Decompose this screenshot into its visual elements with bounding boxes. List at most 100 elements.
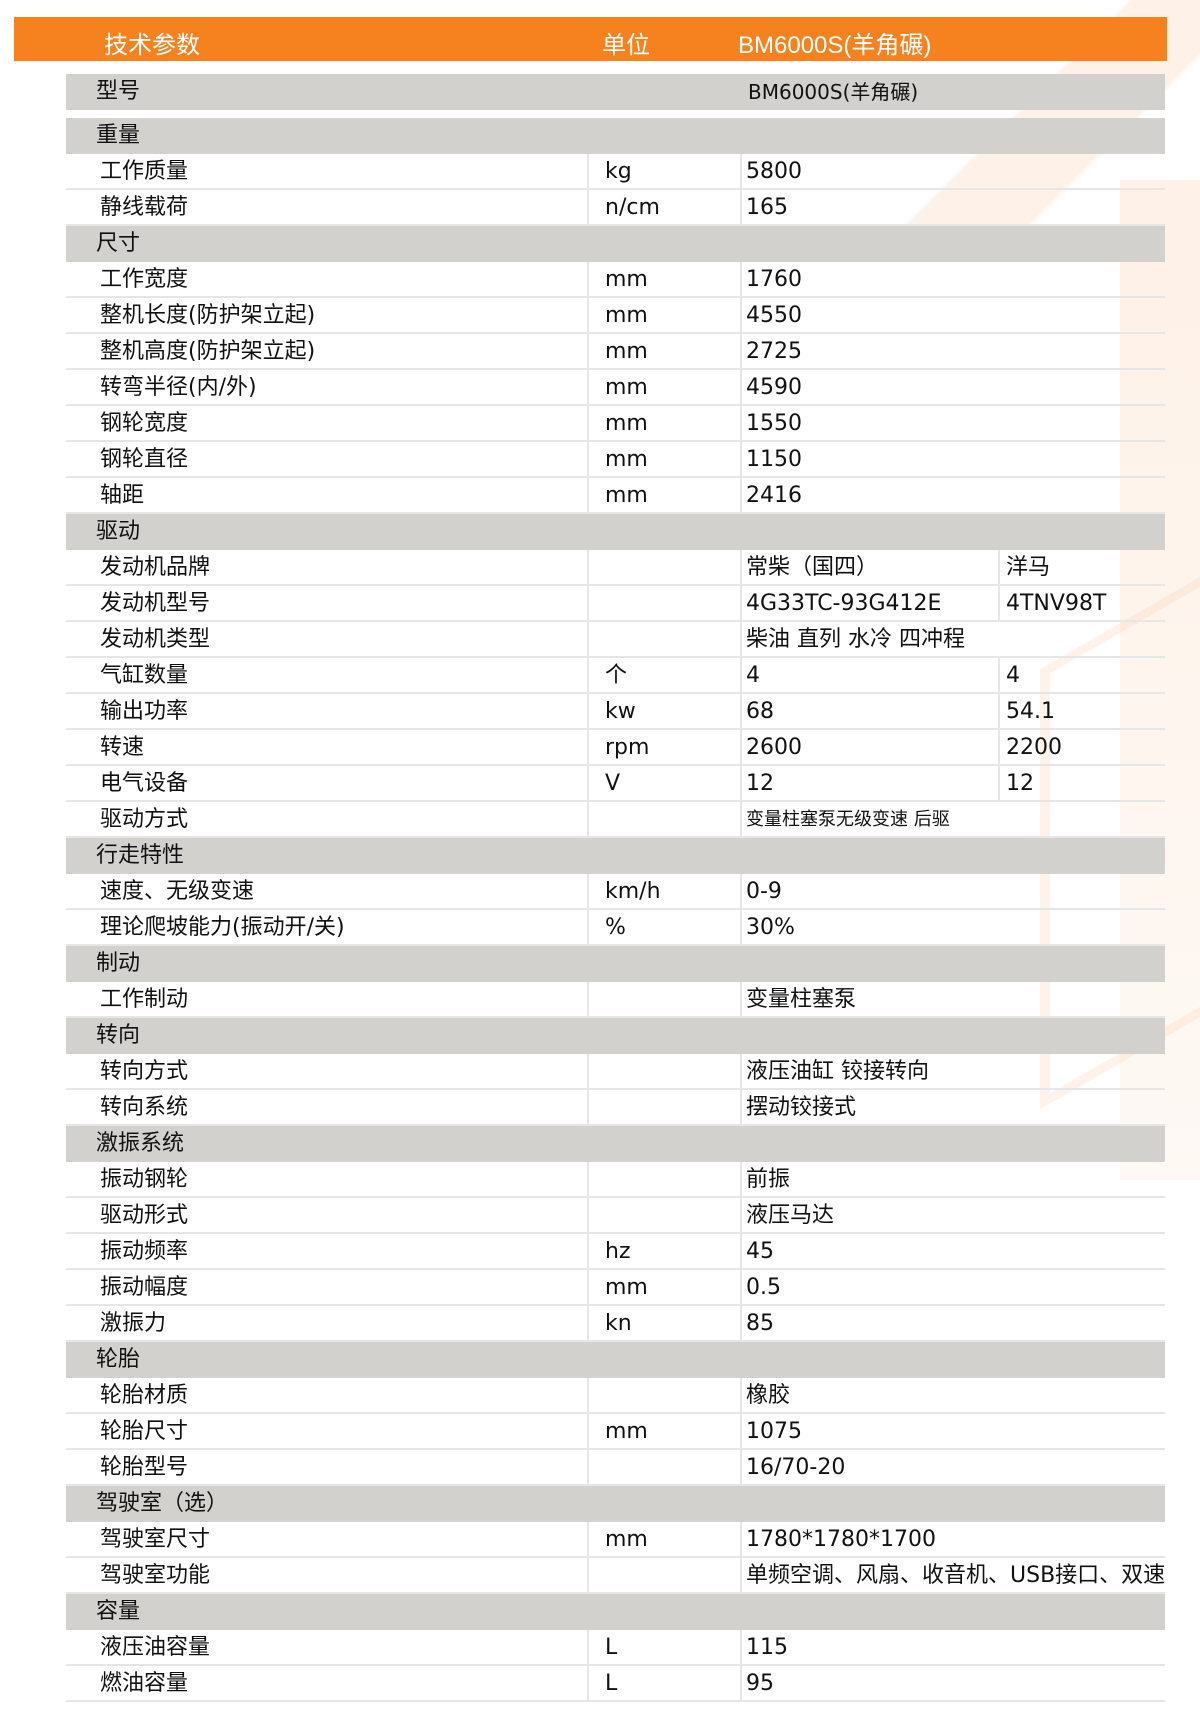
table-row: 转向系统 摆动铰接式 — [66, 1090, 1165, 1126]
param-unit: mm — [587, 298, 740, 332]
param-name: 转向系统 — [100, 1095, 189, 1120]
table-row: 理论爬坡能力(振动开/关)% 30% — [66, 910, 1165, 946]
table-header-bar: 技术参数 单位 BM6000S(羊角碾) — [14, 17, 1167, 61]
section-header: 容量 — [66, 1594, 1165, 1630]
param-unit — [587, 622, 740, 656]
param-name: 燃油容量 — [100, 1671, 189, 1696]
param-name: 振动幅度 — [100, 1275, 189, 1300]
header-param: 技术参数 — [104, 31, 200, 59]
section-header: 激振系统 — [66, 1126, 1165, 1162]
param-name: 发动机型号 — [100, 591, 211, 616]
param-unit — [587, 586, 740, 620]
param-name: 电气设备 — [100, 771, 189, 796]
param-unit: L — [587, 1666, 740, 1700]
table-row: 速度、无级变速 km/h 0-9 — [66, 874, 1165, 910]
param-name: 工作质量 — [100, 159, 189, 184]
table-row: 工作质量 kg 5800 — [66, 154, 1165, 190]
param-unit: mm — [587, 478, 740, 512]
section-title: 容量 — [96, 1599, 141, 1624]
table-row: 驱动方式 变量柱塞泵无级变速 后驱 — [66, 802, 1165, 838]
section-header: 行走特性 — [66, 838, 1165, 874]
param-value-alt: 4 — [998, 658, 1165, 692]
table-row: 转速 rpm 2600 2200 — [66, 730, 1165, 766]
param-unit: mm — [587, 1414, 740, 1448]
param-unit — [587, 1450, 740, 1484]
param-value: 4550 — [740, 298, 802, 332]
param-unit: % — [587, 910, 740, 944]
table-row: 轴距 mm 2416 — [66, 478, 1165, 514]
param-unit: kg — [587, 154, 740, 188]
param-unit: kw — [587, 694, 740, 728]
param-unit: mm — [587, 262, 740, 296]
param-name: 驱动方式 — [100, 807, 189, 832]
param-unit: mm — [587, 1270, 740, 1304]
section-title: 尺寸 — [96, 231, 141, 256]
param-value: 115 — [740, 1630, 788, 1664]
section-header: 尺寸 — [66, 226, 1165, 262]
model-row: 型号 BM6000S(羊角碾) — [66, 74, 1165, 110]
param-name: 发动机品牌 — [100, 555, 211, 580]
param-name: 发动机类型 — [100, 627, 211, 652]
section-header: 轮胎 — [66, 1342, 1165, 1378]
table-row: 轮胎型号 16/70-20 — [66, 1450, 1165, 1486]
table-row: 发动机类型 柴油 直列 水冷 四冲程 — [66, 622, 1165, 658]
param-unit: V — [587, 766, 740, 800]
table-row: 钢轮宽度 mm 1550 — [66, 406, 1165, 442]
param-value: 1075 — [740, 1414, 802, 1448]
section-title: 行走特性 — [96, 843, 185, 868]
table-row: 轮胎尺寸 mm 1075 — [66, 1414, 1165, 1450]
model-value: BM6000S(羊角碾) — [748, 80, 919, 104]
table-row: 燃油容量 L 95 — [66, 1666, 1165, 1702]
param-unit: rpm — [587, 730, 740, 764]
param-unit — [587, 982, 740, 1016]
param-value-alt: 12 — [998, 766, 1165, 800]
param-name: 工作制动 — [100, 987, 189, 1012]
param-value: 柴油 直列 水冷 四冲程 — [740, 622, 965, 656]
param-value: 1150 — [740, 442, 802, 476]
param-name: 轴距 — [100, 483, 145, 508]
param-name: 转向方式 — [100, 1059, 189, 1084]
table-row: 驾驶室尺寸 mm 1780*1780*1700 — [66, 1522, 1165, 1558]
param-name: 轮胎型号 — [100, 1455, 189, 1480]
param-value: 1780*1780*1700 — [740, 1522, 936, 1556]
param-value: 4590 — [740, 370, 802, 404]
param-value: 1550 — [740, 406, 802, 440]
section-header: 转向 — [66, 1018, 1165, 1054]
table-row: 驾驶室功能 单频空调、风扇、收音机、USB接口、双速 — [66, 1558, 1165, 1594]
param-value: 变量柱塞泵无级变速 后驱 — [740, 802, 950, 836]
section-header: 驱动 — [66, 514, 1165, 550]
table-row: 驱动形式 液压马达 — [66, 1198, 1165, 1234]
section-title: 驱动 — [96, 519, 141, 544]
param-value: 摆动铰接式 — [740, 1090, 856, 1124]
param-unit: 个 — [587, 658, 740, 692]
table-row: 气缸数量个 4 4 — [66, 658, 1165, 694]
section-title: 激振系统 — [96, 1131, 185, 1156]
spec-table: 型号 BM6000S(羊角碾) 重量 工作质量 kg 5800 静线载荷 n/cm 165 尺… — [66, 74, 1165, 1702]
param-name: 钢轮直径 — [100, 447, 189, 472]
section-header: 驾驶室（选） — [66, 1486, 1165, 1522]
param-name: 钢轮宽度 — [100, 411, 189, 436]
table-row: 振动幅度 mm 0.5 — [66, 1270, 1165, 1306]
table-row: 钢轮直径 mm 1150 — [66, 442, 1165, 478]
section-title: 转向 — [96, 1023, 141, 1048]
param-unit — [587, 1090, 740, 1124]
header-unit: 单位 — [602, 31, 650, 59]
table-row: 发动机品牌 常柴（国四） 洋马 — [66, 550, 1165, 586]
param-value: 4 — [740, 658, 998, 692]
param-unit: kn — [587, 1306, 740, 1340]
param-value-alt: 洋马 — [998, 550, 1165, 584]
param-unit: mm — [587, 1522, 740, 1556]
section-header: 重量 — [66, 118, 1165, 154]
param-value: 95 — [740, 1666, 774, 1700]
table-row: 发动机型号 4G33TC-93G412E 4TNV98T — [66, 586, 1165, 622]
param-value-alt — [998, 802, 1165, 836]
param-name: 整机高度(防护架立起) — [100, 339, 316, 364]
param-unit: km/h — [587, 874, 740, 908]
param-value-alt: 54.1 — [998, 694, 1165, 728]
table-row: 整机高度(防护架立起) mm 2725 — [66, 334, 1165, 370]
param-value: 0-9 — [740, 874, 782, 908]
param-value: 68 — [740, 694, 998, 728]
param-value: 45 — [740, 1234, 774, 1268]
param-name: 气缸数量 — [100, 663, 189, 688]
param-unit — [587, 550, 740, 584]
